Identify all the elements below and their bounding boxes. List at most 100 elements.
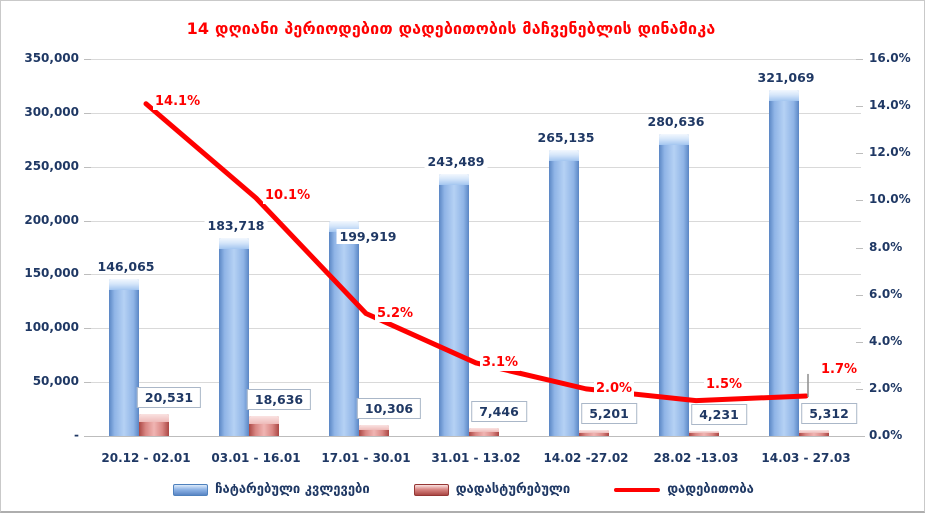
gridline (91, 274, 861, 276)
bar-cap (469, 427, 499, 432)
right-axis-tick (856, 153, 863, 155)
y-axis-left-label: 100,000 (24, 320, 79, 335)
confirmed-value-label: 10,306 (356, 397, 422, 419)
legend-item-positivity: დადებითობა (614, 482, 754, 497)
bar-value-label: 146,065 (94, 258, 158, 274)
bar-tests (439, 173, 469, 436)
bar-cap (359, 424, 389, 430)
gridline (91, 382, 861, 384)
bar-tests (769, 90, 799, 436)
left-axis-tick (84, 328, 91, 330)
chart-title: 14 დღიანი პერიოდებით დადებითობის მაჩვენე… (186, 19, 716, 38)
y-axis-right-label: 0.0% (869, 428, 903, 442)
y-axis-right-label: 4.0% (869, 333, 903, 348)
bar-confirmed (139, 413, 169, 436)
bar-value-label: 243,489 (424, 153, 488, 169)
confirmed-value-label: 5,312 (801, 403, 857, 425)
left-axis-tick (84, 112, 91, 114)
right-axis-tick (856, 388, 863, 390)
left-axis-tick (84, 382, 91, 384)
bar-cap (219, 238, 249, 250)
x-axis-category-label: 28.02 -13.03 (653, 451, 739, 465)
x-axis-line (91, 436, 865, 437)
bar-confirmed (579, 430, 609, 436)
confirmed-value-label: 18,636 (246, 388, 312, 410)
bar-value-label: 183,718 (204, 218, 268, 234)
positivity-point-label: 1.7% (819, 361, 860, 378)
left-axis-tick (84, 436, 91, 437)
bar-tests (109, 278, 139, 436)
right-axis-tick (856, 341, 863, 343)
x-axis-category-label: 17.01 - 30.01 (321, 451, 411, 465)
bar-confirmed (359, 424, 389, 436)
right-axis-tick (856, 294, 863, 296)
right-axis-tick (856, 106, 863, 108)
bar-cap (579, 430, 609, 433)
bar-cap (769, 90, 799, 102)
gridline (91, 59, 861, 60)
bar-cap (439, 173, 469, 185)
bar-confirmed (689, 431, 719, 436)
bar-confirmed (469, 427, 499, 436)
y-axis-right-label: 6.0% (869, 286, 903, 301)
positivity-point-label: 1.5% (704, 376, 745, 393)
legend-label: დადებითობა (667, 482, 754, 497)
y-axis-left-label: 250,000 (24, 158, 79, 173)
y-axis-left-label: 300,000 (24, 104, 79, 119)
legend-item-tests: ჩატარებული კვლევები (173, 482, 370, 497)
right-axis-tick (856, 247, 863, 249)
right-axis-tick (856, 200, 863, 202)
y-axis-left-label: 200,000 (24, 212, 79, 227)
positivity-point-label: 2.0% (594, 380, 635, 397)
x-axis-category-label: 14.02 -27.02 (543, 451, 629, 465)
bar-cap (109, 278, 139, 290)
y-axis-right-label: 16.0% (869, 51, 911, 65)
bar-value-label: 321,069 (754, 70, 818, 86)
bar-cap (139, 413, 169, 422)
legend-swatch-positivity-line-icon (614, 487, 661, 492)
left-axis-tick (84, 274, 91, 276)
gridline (91, 328, 861, 330)
y-axis-right-label: 14.0% (869, 98, 911, 113)
left-axis-tick (84, 166, 91, 168)
legend: ჩატარებული კვლევები დადასტურებული დადებითო… (1, 482, 924, 497)
y-axis-left-label: 350,000 (24, 51, 79, 65)
legend-label: დადასტურებული (455, 482, 571, 497)
bar-cap (799, 430, 829, 433)
bar-tests (549, 150, 579, 436)
y-axis-left-label: 150,000 (24, 266, 79, 281)
gridline (91, 112, 861, 114)
bar-value-label: 199,919 (336, 228, 400, 244)
bar-confirmed (249, 415, 279, 436)
bar-tests (329, 220, 359, 436)
left-axis-tick (84, 220, 91, 222)
bar-tests (659, 133, 689, 436)
bar-confirmed (799, 430, 829, 436)
bar-tests (219, 238, 249, 436)
x-axis-category-label: 03.01 - 16.01 (211, 451, 301, 465)
bar-cap (689, 431, 719, 434)
legend-item-confirmed: დადასტურებული (413, 482, 571, 497)
legend-label: ჩატარებული კვლევები (215, 482, 370, 497)
bar-cap (659, 133, 689, 145)
positivity-point-label: 10.1% (263, 188, 313, 205)
legend-swatch-confirmed-icon (413, 483, 449, 496)
right-axis-tick (856, 59, 863, 60)
y-axis-right-label: 8.0% (869, 239, 903, 254)
bar-cap (549, 150, 579, 162)
positivity-point-label: 3.1% (480, 354, 521, 371)
x-axis-category-label: 20.12 - 02.01 (101, 451, 191, 465)
confirmed-value-label: 5,201 (581, 403, 637, 425)
confirmed-value-label: 20,531 (136, 386, 202, 408)
y-axis-right-label: 2.0% (869, 380, 903, 395)
right-axis-tick (856, 436, 863, 437)
x-axis-category-label: 14.03 - 27.03 (761, 451, 851, 465)
left-axis-tick (84, 59, 91, 60)
positivity-point-label: 5.2% (375, 306, 416, 323)
positivity-point-label: 14.1% (153, 93, 203, 110)
confirmed-value-label: 4,231 (691, 404, 747, 426)
y-axis-right-label: 10.0% (869, 192, 911, 207)
bar-value-label: 280,636 (644, 113, 708, 129)
confirmed-value-label: 7,446 (471, 400, 527, 422)
